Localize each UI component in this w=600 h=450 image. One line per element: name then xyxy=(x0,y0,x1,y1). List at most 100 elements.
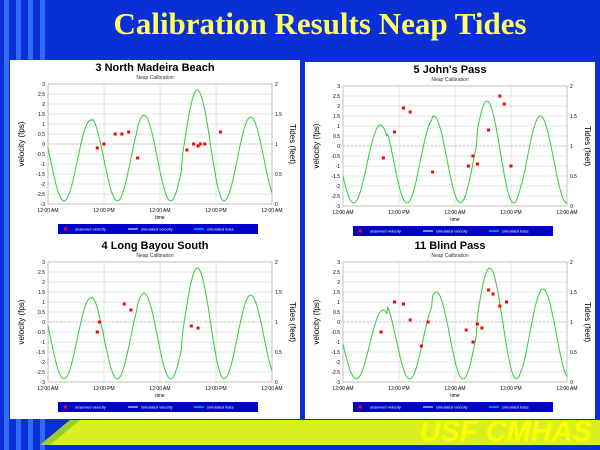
y-tick-label: -1.5 xyxy=(331,350,340,356)
observed-point xyxy=(464,328,468,332)
y-tick-label: 0 xyxy=(337,320,340,326)
observed-point xyxy=(487,128,491,132)
tide-series-line xyxy=(47,89,273,202)
legend-label: simulated tides xyxy=(207,405,234,410)
chart-subtitle: Neap Calibration xyxy=(431,253,469,259)
chart-plot: 32.521.510.50-0.5-1-1.5-2-2.5-312:00 AM 1… xyxy=(312,260,592,412)
y-tick-label: 2.5 xyxy=(38,92,45,98)
x-tick-label: 12:00 AM xyxy=(261,208,282,214)
y2-axis-label: Tides (feet) xyxy=(583,302,592,342)
observed-point xyxy=(102,142,106,146)
observed-point xyxy=(401,106,405,110)
x-tick-label: 12:00 AM xyxy=(37,386,58,392)
x-tick-label: 12:00 AM xyxy=(444,210,465,216)
chart-panel-2: 4 Long Bayou South Neap Calibration 3 2.5… xyxy=(10,238,300,419)
observed-point xyxy=(502,102,506,106)
chart-panel-1: 5 John's Pass Neap Calibration 3 2.5 2 1.5 1… xyxy=(305,62,595,243)
x-tick-label: 12:00 AM xyxy=(37,208,58,214)
y-tick-label: -0.5 xyxy=(331,330,340,336)
y-tick-label: -2 xyxy=(41,360,46,366)
y-tick-label: -2 xyxy=(336,360,341,366)
y2-tick-label: 1.5 xyxy=(275,290,282,296)
observed-point xyxy=(95,146,99,150)
y-tick-label: 1 xyxy=(42,122,45,128)
observed-point xyxy=(218,130,222,134)
y-tick-label: 3 xyxy=(42,82,45,88)
observed-point xyxy=(196,144,200,148)
legend-box xyxy=(58,224,258,234)
x-tick-label: 12:00 AM xyxy=(332,386,353,392)
tide-series-line xyxy=(47,267,273,380)
observed-point xyxy=(198,142,202,146)
y-axis-label: velocity (fps) xyxy=(312,299,321,344)
legend-label: simulated velocity xyxy=(436,229,468,234)
y-tick-label: -2.5 xyxy=(331,370,340,376)
observed-point xyxy=(381,156,385,160)
chart-panel-0: 3 North Madeira Beach Neap Calibration 3… xyxy=(10,60,300,241)
observed-point xyxy=(95,330,99,334)
y2-axis-label: Tides (feet) xyxy=(288,124,297,164)
y-tick-label: 1 xyxy=(42,300,45,306)
y2-axis-label: Tides (feet) xyxy=(288,302,297,342)
y-tick-label: -2.5 xyxy=(36,192,45,198)
observed-point xyxy=(475,162,479,166)
y-tick-label: 0 xyxy=(42,142,45,148)
y-tick-label: -2 xyxy=(336,184,341,190)
observed-point xyxy=(401,302,405,306)
y2-tick-label: 1.5 xyxy=(570,290,577,296)
x-tick-label: 12:00 PM xyxy=(388,386,409,392)
y-tick-label: 0.5 xyxy=(38,132,45,138)
observed-point xyxy=(498,94,502,98)
x-tick-label: 12:00 PM xyxy=(205,386,226,392)
legend-label: simulated velocity xyxy=(436,405,468,410)
y-tick-label: -3 xyxy=(41,202,46,208)
x-tick-label: 12:00 AM xyxy=(556,210,577,216)
y-tick-label: -1 xyxy=(41,162,46,168)
legend-label: observed velocity xyxy=(75,405,106,410)
tide-series-line xyxy=(342,267,568,380)
x-tick-label: 12:00 AM xyxy=(444,386,465,392)
y-tick-label: -1 xyxy=(336,340,341,346)
y-tick-label: 1 xyxy=(337,124,340,130)
chart-title: 5 John's Pass xyxy=(413,64,487,76)
observed-point xyxy=(408,110,412,114)
chart-plot: 32.521.510.50-0.5-1-1.5-2-2.5-312:00 AM 1… xyxy=(17,82,297,234)
observed-point xyxy=(192,142,196,146)
observed-point xyxy=(498,304,502,308)
chart-subtitle: Neap Calibration xyxy=(136,253,174,259)
chart-title: 11 Blind Pass xyxy=(414,240,486,252)
y2-tick-label: 1 xyxy=(570,144,573,150)
observed-point xyxy=(196,326,200,330)
legend-box xyxy=(58,402,258,412)
y-tick-label: -1.5 xyxy=(36,172,45,178)
observed-point xyxy=(505,300,509,304)
observed-point xyxy=(419,344,423,348)
observed-point xyxy=(393,300,397,304)
observed-point xyxy=(203,142,207,146)
chart-subtitle: Neap Calibration xyxy=(431,77,469,83)
observed-point xyxy=(98,320,102,324)
legend-swatch xyxy=(64,405,67,409)
y2-tick-label: 1.5 xyxy=(275,112,282,118)
y2-tick-label: 1.5 xyxy=(570,114,577,120)
observed-point xyxy=(471,154,475,158)
observed-point xyxy=(426,320,430,324)
chart-subtitle: Neap Calibration xyxy=(136,75,174,81)
y-tick-label: 0 xyxy=(337,144,340,150)
y-tick-label: 0.5 xyxy=(333,310,340,316)
observed-point xyxy=(480,326,484,330)
y2-tick-label: 0 xyxy=(570,204,573,210)
y-tick-label: 1 xyxy=(337,300,340,306)
observed-point xyxy=(509,164,513,168)
y-tick-label: -1 xyxy=(336,164,341,170)
x-axis-label: time xyxy=(450,217,460,223)
y-tick-label: 2 xyxy=(42,102,45,108)
y-tick-label: -0.5 xyxy=(331,154,340,160)
chart-title: 4 Long Bayou South xyxy=(101,240,209,252)
y-tick-label: 0.5 xyxy=(333,134,340,140)
chart-title: 3 North Madeira Beach xyxy=(95,62,215,74)
y2-tick-label: 1 xyxy=(570,320,573,326)
slide-title: Calibration Results Neap Tides xyxy=(113,6,527,41)
y2-tick-label: 0 xyxy=(275,380,278,386)
y-tick-label: -2 xyxy=(41,182,46,188)
